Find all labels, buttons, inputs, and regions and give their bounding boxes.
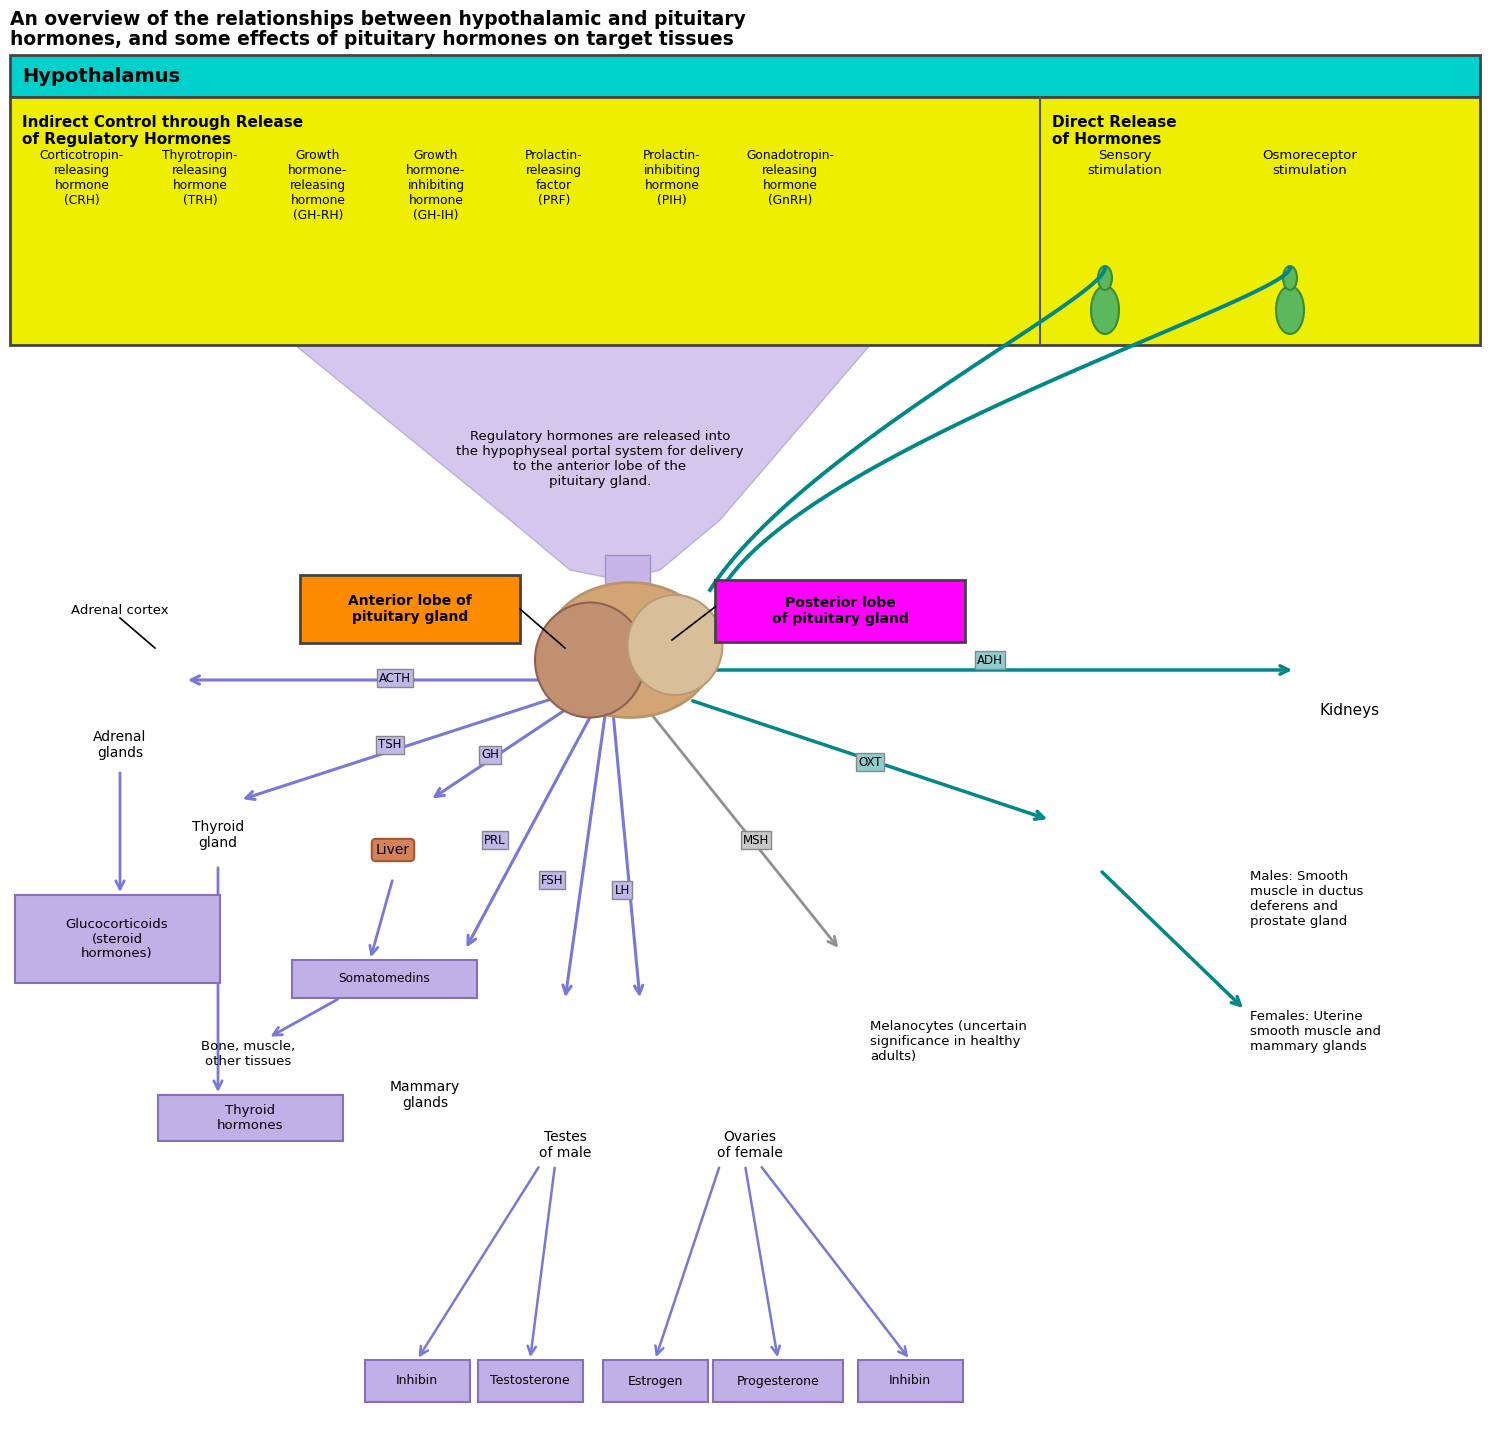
Text: Bone, muscle,
other tissues: Bone, muscle, other tissues (201, 1040, 296, 1068)
Text: FSH: FSH (540, 873, 564, 886)
Polygon shape (296, 344, 870, 580)
Text: Posterior lobe
of pituitary gland: Posterior lobe of pituitary gland (771, 596, 909, 626)
FancyBboxPatch shape (15, 895, 220, 984)
Text: Prolactin-
releasing
factor
(PRF): Prolactin- releasing factor (PRF) (525, 150, 584, 206)
Text: Males: Smooth
muscle in ductus
deferens and
prostate gland: Males: Smooth muscle in ductus deferens … (1250, 870, 1364, 928)
Text: Regulatory hormones are released into
the hypophyseal portal system for delivery: Regulatory hormones are released into th… (456, 430, 744, 488)
Text: hormones, and some effects of pituitary hormones on target tissues: hormones, and some effects of pituitary … (10, 31, 734, 49)
FancyBboxPatch shape (604, 555, 650, 594)
Text: Growth
hormone-
inhibiting
hormone
(GH-IH): Growth hormone- inhibiting hormone (GH-I… (406, 150, 465, 222)
Text: Thyroid
gland: Thyroid gland (192, 819, 244, 850)
Text: Adrenal cortex: Adrenal cortex (70, 603, 170, 616)
FancyBboxPatch shape (10, 55, 1480, 97)
Text: Inhibin: Inhibin (890, 1375, 932, 1388)
Text: Liver: Liver (376, 843, 410, 857)
Text: Kidneys: Kidneys (1320, 702, 1380, 718)
Ellipse shape (1276, 286, 1304, 334)
Text: Gonadotropin-
releasing
hormone
(GnRH): Gonadotropin- releasing hormone (GnRH) (746, 150, 834, 206)
Text: Hypothalamus: Hypothalamus (22, 67, 180, 86)
FancyBboxPatch shape (478, 1360, 584, 1402)
FancyBboxPatch shape (858, 1360, 963, 1402)
Text: Progesterone: Progesterone (736, 1375, 819, 1388)
Text: PRL: PRL (484, 834, 506, 847)
Text: Corticotropin-
releasing
hormone
(CRH): Corticotropin- releasing hormone (CRH) (40, 150, 125, 206)
FancyBboxPatch shape (364, 1360, 470, 1402)
Text: Ovaries
of female: Ovaries of female (717, 1130, 783, 1159)
Text: ADH: ADH (976, 654, 1004, 667)
Text: LH: LH (615, 883, 630, 897)
Text: Melanocytes (uncertain
significance in healthy
adults): Melanocytes (uncertain significance in h… (870, 1020, 1028, 1064)
Text: ACTH: ACTH (380, 671, 411, 684)
FancyBboxPatch shape (712, 1360, 843, 1402)
Ellipse shape (627, 594, 723, 695)
Ellipse shape (1098, 266, 1112, 291)
Text: Adrenal
glands: Adrenal glands (93, 729, 147, 760)
Text: An overview of the relationships between hypothalamic and pituitary: An overview of the relationships between… (10, 10, 746, 29)
Text: Growth
hormone-
releasing
hormone
(GH-RH): Growth hormone- releasing hormone (GH-RH… (288, 150, 348, 222)
FancyBboxPatch shape (716, 580, 964, 642)
Text: Mammary
glands: Mammary glands (390, 1080, 460, 1110)
FancyBboxPatch shape (300, 575, 520, 644)
FancyBboxPatch shape (603, 1360, 708, 1402)
Text: OXT: OXT (858, 756, 882, 769)
Text: GH: GH (482, 748, 500, 761)
FancyBboxPatch shape (292, 960, 477, 998)
Text: Glucocorticoids
(steroid
hormones): Glucocorticoids (steroid hormones) (66, 917, 168, 960)
Ellipse shape (536, 603, 645, 718)
Text: MSH: MSH (742, 834, 770, 847)
Text: Anterior lobe of
pituitary gland: Anterior lobe of pituitary gland (348, 594, 472, 625)
Text: Direct Release
of Hormones: Direct Release of Hormones (1052, 115, 1176, 147)
Ellipse shape (544, 583, 716, 718)
Text: Sensory
stimulation: Sensory stimulation (1088, 150, 1162, 177)
Text: Osmoreceptor
stimulation: Osmoreceptor stimulation (1263, 150, 1358, 177)
Text: Somatomedins: Somatomedins (338, 972, 430, 985)
Ellipse shape (1090, 286, 1119, 334)
FancyBboxPatch shape (158, 1096, 344, 1141)
Text: Females: Uterine
smooth muscle and
mammary glands: Females: Uterine smooth muscle and mamma… (1250, 1010, 1382, 1053)
Text: Prolactin-
inhibiting
hormone
(PIH): Prolactin- inhibiting hormone (PIH) (644, 150, 700, 206)
Text: Testosterone: Testosterone (490, 1375, 570, 1388)
Text: Testes
of male: Testes of male (538, 1130, 591, 1159)
Text: Thyrotropin-
releasing
hormone
(TRH): Thyrotropin- releasing hormone (TRH) (162, 150, 237, 206)
Ellipse shape (1282, 266, 1298, 291)
Text: Indirect Control through Release
of Regulatory Hormones: Indirect Control through Release of Regu… (22, 115, 303, 147)
FancyBboxPatch shape (10, 97, 1480, 344)
Text: Estrogen: Estrogen (627, 1375, 682, 1388)
Text: Thyroid
hormones: Thyroid hormones (216, 1104, 284, 1132)
Text: TSH: TSH (378, 738, 402, 751)
Text: Inhibin: Inhibin (396, 1375, 438, 1388)
